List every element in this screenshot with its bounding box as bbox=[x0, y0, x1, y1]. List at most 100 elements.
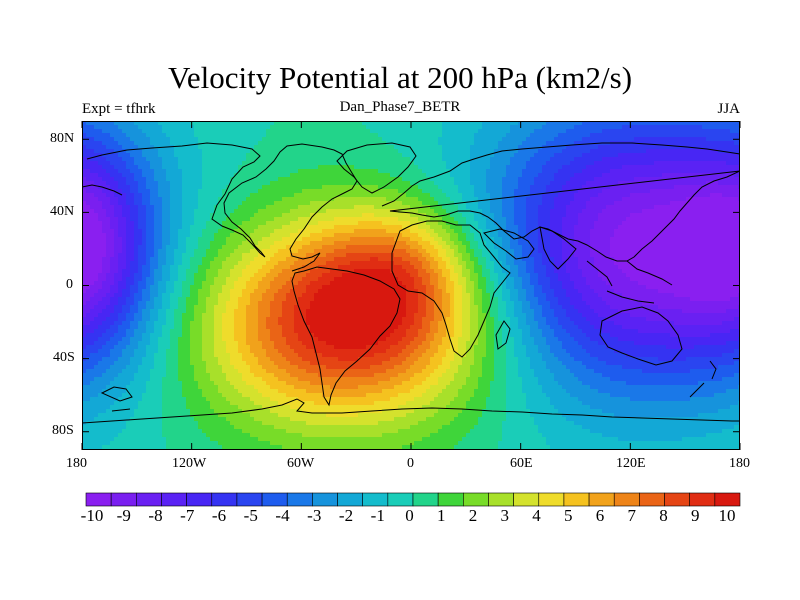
field-cell bbox=[242, 193, 247, 198]
field-cell bbox=[482, 189, 487, 194]
field-cell bbox=[694, 181, 699, 186]
field-cell bbox=[626, 161, 631, 166]
field-cell bbox=[134, 233, 139, 238]
field-cell bbox=[238, 197, 243, 202]
field-cell bbox=[286, 205, 291, 210]
field-cell bbox=[710, 157, 715, 162]
field-cell bbox=[718, 141, 723, 146]
field-cell bbox=[130, 125, 135, 130]
field-cell bbox=[562, 197, 567, 202]
field-cell bbox=[486, 177, 491, 182]
field-cell bbox=[438, 209, 443, 214]
field-cell bbox=[246, 209, 251, 214]
field-cell bbox=[570, 217, 575, 222]
field-cell bbox=[278, 177, 283, 182]
field-cell bbox=[234, 165, 239, 170]
field-cell bbox=[82, 149, 87, 154]
field-cell bbox=[294, 169, 299, 174]
field-cell bbox=[434, 237, 439, 242]
field-cell bbox=[590, 129, 595, 134]
field-cell bbox=[502, 137, 507, 142]
field-cell bbox=[642, 201, 647, 206]
field-cell bbox=[518, 225, 523, 230]
field-cell bbox=[430, 137, 435, 142]
field-cell bbox=[606, 193, 611, 198]
field-cell bbox=[270, 141, 275, 146]
field-cell bbox=[130, 137, 135, 142]
field-cell bbox=[230, 125, 235, 130]
field-cell bbox=[554, 197, 559, 202]
field-cell bbox=[290, 201, 295, 206]
field-cell bbox=[454, 121, 459, 126]
field-cell bbox=[230, 133, 235, 138]
field-cell bbox=[502, 205, 507, 210]
field-cell bbox=[494, 157, 499, 162]
field-cell bbox=[298, 197, 303, 202]
field-cell bbox=[178, 125, 183, 130]
field-cell bbox=[386, 225, 391, 230]
field-cell bbox=[370, 213, 375, 218]
field-cell bbox=[270, 177, 275, 182]
field-cell bbox=[354, 129, 359, 134]
field-cell bbox=[622, 217, 627, 222]
field-cell bbox=[382, 205, 387, 210]
field-cell bbox=[550, 193, 555, 198]
field-cell bbox=[306, 157, 311, 162]
field-cell bbox=[102, 141, 107, 146]
field-cell bbox=[642, 157, 647, 162]
field-cell bbox=[258, 141, 263, 146]
field-cell bbox=[574, 189, 579, 194]
field-cell bbox=[594, 153, 599, 158]
field-cell bbox=[438, 173, 443, 178]
field-cell bbox=[482, 233, 487, 238]
field-cell bbox=[170, 197, 175, 202]
field-cell bbox=[118, 173, 123, 178]
field-cell bbox=[342, 165, 347, 170]
field-cell bbox=[362, 169, 367, 174]
field-cell bbox=[682, 173, 687, 178]
field-cell bbox=[266, 181, 271, 186]
field-cell bbox=[322, 161, 327, 166]
field-cell bbox=[434, 225, 439, 230]
field-cell bbox=[450, 225, 455, 230]
field-cell bbox=[470, 185, 475, 190]
field-cell bbox=[498, 121, 503, 126]
field-cell bbox=[606, 177, 611, 182]
field-cell bbox=[598, 229, 603, 234]
field-cell bbox=[414, 145, 419, 150]
field-cell bbox=[370, 221, 375, 226]
field-cell bbox=[418, 193, 423, 198]
field-cell bbox=[110, 169, 115, 174]
field-cell bbox=[134, 125, 139, 130]
field-cell bbox=[278, 157, 283, 162]
field-cell bbox=[670, 133, 675, 138]
field-cell bbox=[142, 121, 147, 126]
field-cell bbox=[522, 173, 527, 178]
field-cell bbox=[658, 185, 663, 190]
field-cell bbox=[426, 213, 431, 218]
field-cell bbox=[554, 137, 559, 142]
field-cell bbox=[474, 185, 479, 190]
field-cell bbox=[250, 225, 255, 230]
field-cell bbox=[318, 133, 323, 138]
field-cell bbox=[242, 237, 247, 242]
field-cell bbox=[698, 205, 703, 210]
field-cell bbox=[538, 129, 543, 134]
field-cell bbox=[274, 217, 279, 222]
field-cell bbox=[222, 173, 227, 178]
field-cell bbox=[142, 129, 147, 134]
field-cell bbox=[574, 225, 579, 230]
field-cell bbox=[262, 189, 267, 194]
field-cell bbox=[618, 153, 623, 158]
field-cell bbox=[630, 233, 635, 238]
field-cell bbox=[334, 153, 339, 158]
field-cell bbox=[322, 177, 327, 182]
field-cell bbox=[594, 169, 599, 174]
field-cell bbox=[610, 153, 615, 158]
field-cell bbox=[262, 129, 267, 134]
field-cell bbox=[402, 149, 407, 154]
field-cell bbox=[518, 237, 523, 242]
field-cell bbox=[94, 141, 99, 146]
field-cell bbox=[330, 141, 335, 146]
field-cell bbox=[298, 121, 303, 126]
